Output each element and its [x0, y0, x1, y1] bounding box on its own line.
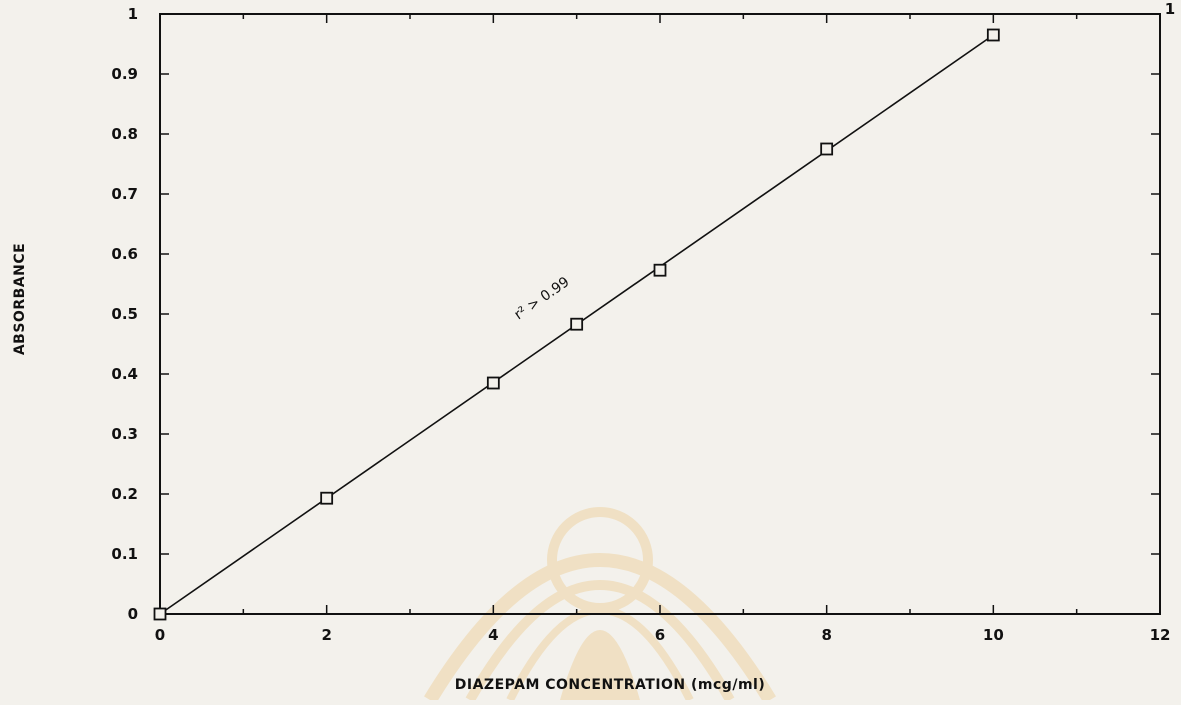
y-tick-label: 0.6 — [111, 245, 138, 263]
data-point — [986, 28, 1000, 42]
y-tick-label: 0.1 — [111, 545, 138, 563]
x-tick-label: 0 — [155, 626, 165, 644]
x-tick-label: 6 — [655, 626, 665, 644]
y-tick-label: 0.8 — [111, 125, 138, 143]
plot-frame — [159, 13, 1161, 615]
data-point — [570, 317, 584, 331]
y-tick-label: 1 — [128, 5, 138, 23]
x-axis-label: DIAZEPAM CONCENTRATION (mcg/ml) — [455, 677, 765, 693]
y-tick-label: 0.5 — [111, 305, 138, 323]
fit-annotation: r² > 0.99 — [511, 274, 572, 323]
data-point — [653, 263, 667, 277]
plot-layer: 0 2 4 6 8 10 12 0 0.1 0.2 0.3 0.4 0.5 0.6 0.7 0.8 0.9 1 r²… — [111, 5, 1170, 644]
y-tick-label: 0.4 — [111, 365, 138, 383]
data-point — [486, 376, 500, 390]
y-tick-label: 0.2 — [111, 485, 138, 503]
y-tick-label: 0.3 — [111, 425, 138, 443]
x-tick-label: 10 — [983, 626, 1004, 644]
data-point — [320, 491, 334, 505]
data-point — [820, 142, 834, 156]
data-point — [153, 607, 167, 621]
page-mark: 1 — [1165, 0, 1175, 18]
x-tick-label: 4 — [488, 626, 498, 644]
y-tick-label: 0 — [128, 605, 138, 623]
y-tick-label: 0.9 — [111, 65, 138, 83]
x-tick-label: 12 — [1150, 626, 1171, 644]
watermark-emblem — [424, 507, 776, 704]
y-tick-label: 0.7 — [111, 185, 138, 203]
y-axis-label: ABSORBANCE — [12, 243, 28, 355]
x-tick-label: 2 — [321, 626, 331, 644]
x-tick-label: 8 — [821, 626, 831, 644]
